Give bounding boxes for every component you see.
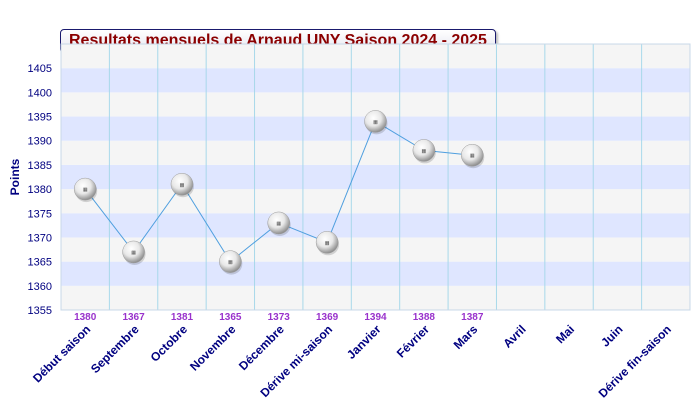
y-tick-label: 1395 (28, 112, 52, 124)
point-emblem: ▦ (470, 153, 475, 159)
point-emblem: ▦ (131, 250, 136, 256)
data-value-label: 1367 (122, 312, 145, 323)
data-value-label: 1394 (364, 312, 387, 323)
point-emblem: ▦ (228, 260, 233, 266)
data-point (412, 139, 436, 162)
y-tick-label: 1365 (28, 257, 52, 269)
point-emblem: ▦ (83, 187, 88, 193)
x-tick-label: Janvier (344, 322, 384, 362)
y-tick-label: 1390 (28, 136, 52, 148)
data-point (315, 231, 339, 254)
y-tick-label: 1370 (28, 232, 52, 244)
data-value-label: 1369 (316, 312, 339, 323)
x-tick-label: Début saison (30, 322, 93, 385)
y-tick-label: 1405 (28, 63, 52, 75)
grid-band (61, 140, 690, 165)
data-value-label: 1387 (461, 312, 484, 323)
y-axis-label: Points (8, 158, 22, 195)
x-tick-label: Juin (598, 322, 625, 349)
point-emblem: ▦ (373, 119, 378, 125)
x-tick-label: Mars (451, 322, 481, 352)
x-tick-label: Septembre (88, 322, 142, 376)
y-tick-label: 1400 (28, 87, 52, 99)
data-point (122, 240, 145, 264)
data-point (73, 177, 97, 201)
y-tick-label: 1355 (28, 305, 52, 317)
point-emblem: ▦ (422, 148, 427, 154)
data-value-label: 1373 (268, 312, 291, 323)
x-tick-label: Décembre (236, 322, 287, 373)
grid-band (61, 164, 690, 190)
data-point (170, 173, 194, 196)
data-point (461, 143, 484, 167)
data-value-label: 1380 (74, 312, 97, 323)
data-value-label: 1388 (413, 312, 436, 323)
data-value-label: 1365 (219, 312, 242, 323)
grid-band (61, 285, 690, 310)
grid-band (61, 237, 690, 262)
grid-band (61, 189, 690, 214)
point-emblem: ▦ (180, 182, 185, 188)
x-tick-label: Octobre (148, 322, 191, 365)
point-emblem: ▦ (325, 240, 330, 246)
y-tick-label: 1360 (28, 281, 52, 293)
data-point (267, 211, 290, 235)
data-value-label: 1381 (171, 312, 194, 323)
data-point (364, 110, 387, 133)
data-point (219, 250, 242, 273)
x-tick-label: Mai (553, 322, 577, 346)
y-tick-label: 1385 (28, 160, 52, 172)
x-tick-label: Février (394, 322, 432, 360)
y-tick-label: 1375 (28, 208, 52, 220)
grid-band (61, 68, 690, 93)
point-emblem: ▦ (276, 221, 281, 227)
plot-frame (60, 43, 691, 311)
grid-band (61, 44, 690, 69)
grid-band (61, 261, 690, 286)
x-tick-label: Novembre (187, 322, 239, 374)
grid-band (61, 213, 690, 238)
y-tick-label: 1380 (28, 184, 52, 196)
x-tick-label: Avril (500, 322, 528, 350)
